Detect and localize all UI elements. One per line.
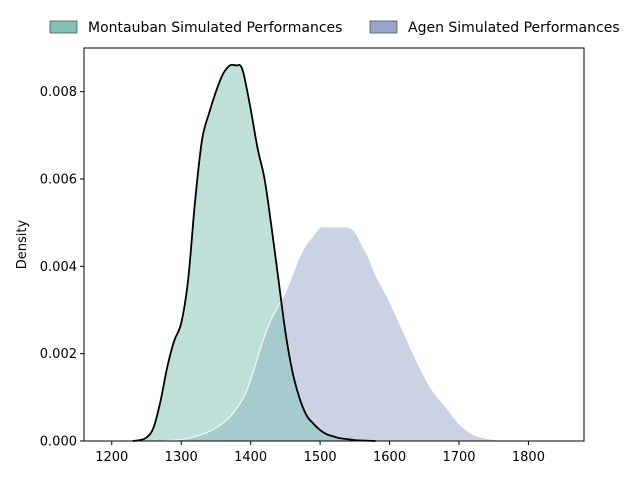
plot-series <box>132 63 529 442</box>
legend-swatch-montauban <box>49 20 78 34</box>
legend-swatch-agen <box>369 20 398 34</box>
y-tick-label: 0.000 <box>40 435 77 450</box>
y-tick-label: 0.004 <box>40 260 77 275</box>
x-tick-label: 1400 <box>234 450 267 465</box>
x-tick-label: 1500 <box>304 450 337 465</box>
x-tick-label: 1300 <box>165 450 198 465</box>
legend-label-agen: Agen Simulated Performances <box>408 20 620 36</box>
legend-label-montauban: Montauban Simulated Performances <box>88 20 342 36</box>
x-tick-label: 1700 <box>442 450 475 465</box>
x-tick-label: 1800 <box>512 450 545 465</box>
y-axis: 0.000 0.002 0.004 0.006 0.008 <box>40 85 84 450</box>
y-tick-label: 0.008 <box>40 85 77 100</box>
y-tick-label: 0.002 <box>40 347 77 362</box>
x-axis: 1200 1300 1400 1500 1600 1700 1800 <box>95 441 545 465</box>
area-montauban <box>132 64 376 442</box>
y-tick-label: 0.006 <box>40 173 77 188</box>
y-axis-label: Density <box>15 219 30 269</box>
x-tick-label: 1200 <box>95 450 128 465</box>
axes-frame <box>83 47 585 442</box>
legend: Montauban Simulated Performances Agen Sim… <box>49 20 620 36</box>
x-tick-label: 1600 <box>373 450 406 465</box>
line-montauban <box>132 63 376 442</box>
plot-frame <box>83 47 585 442</box>
line-agen <box>160 225 529 442</box>
